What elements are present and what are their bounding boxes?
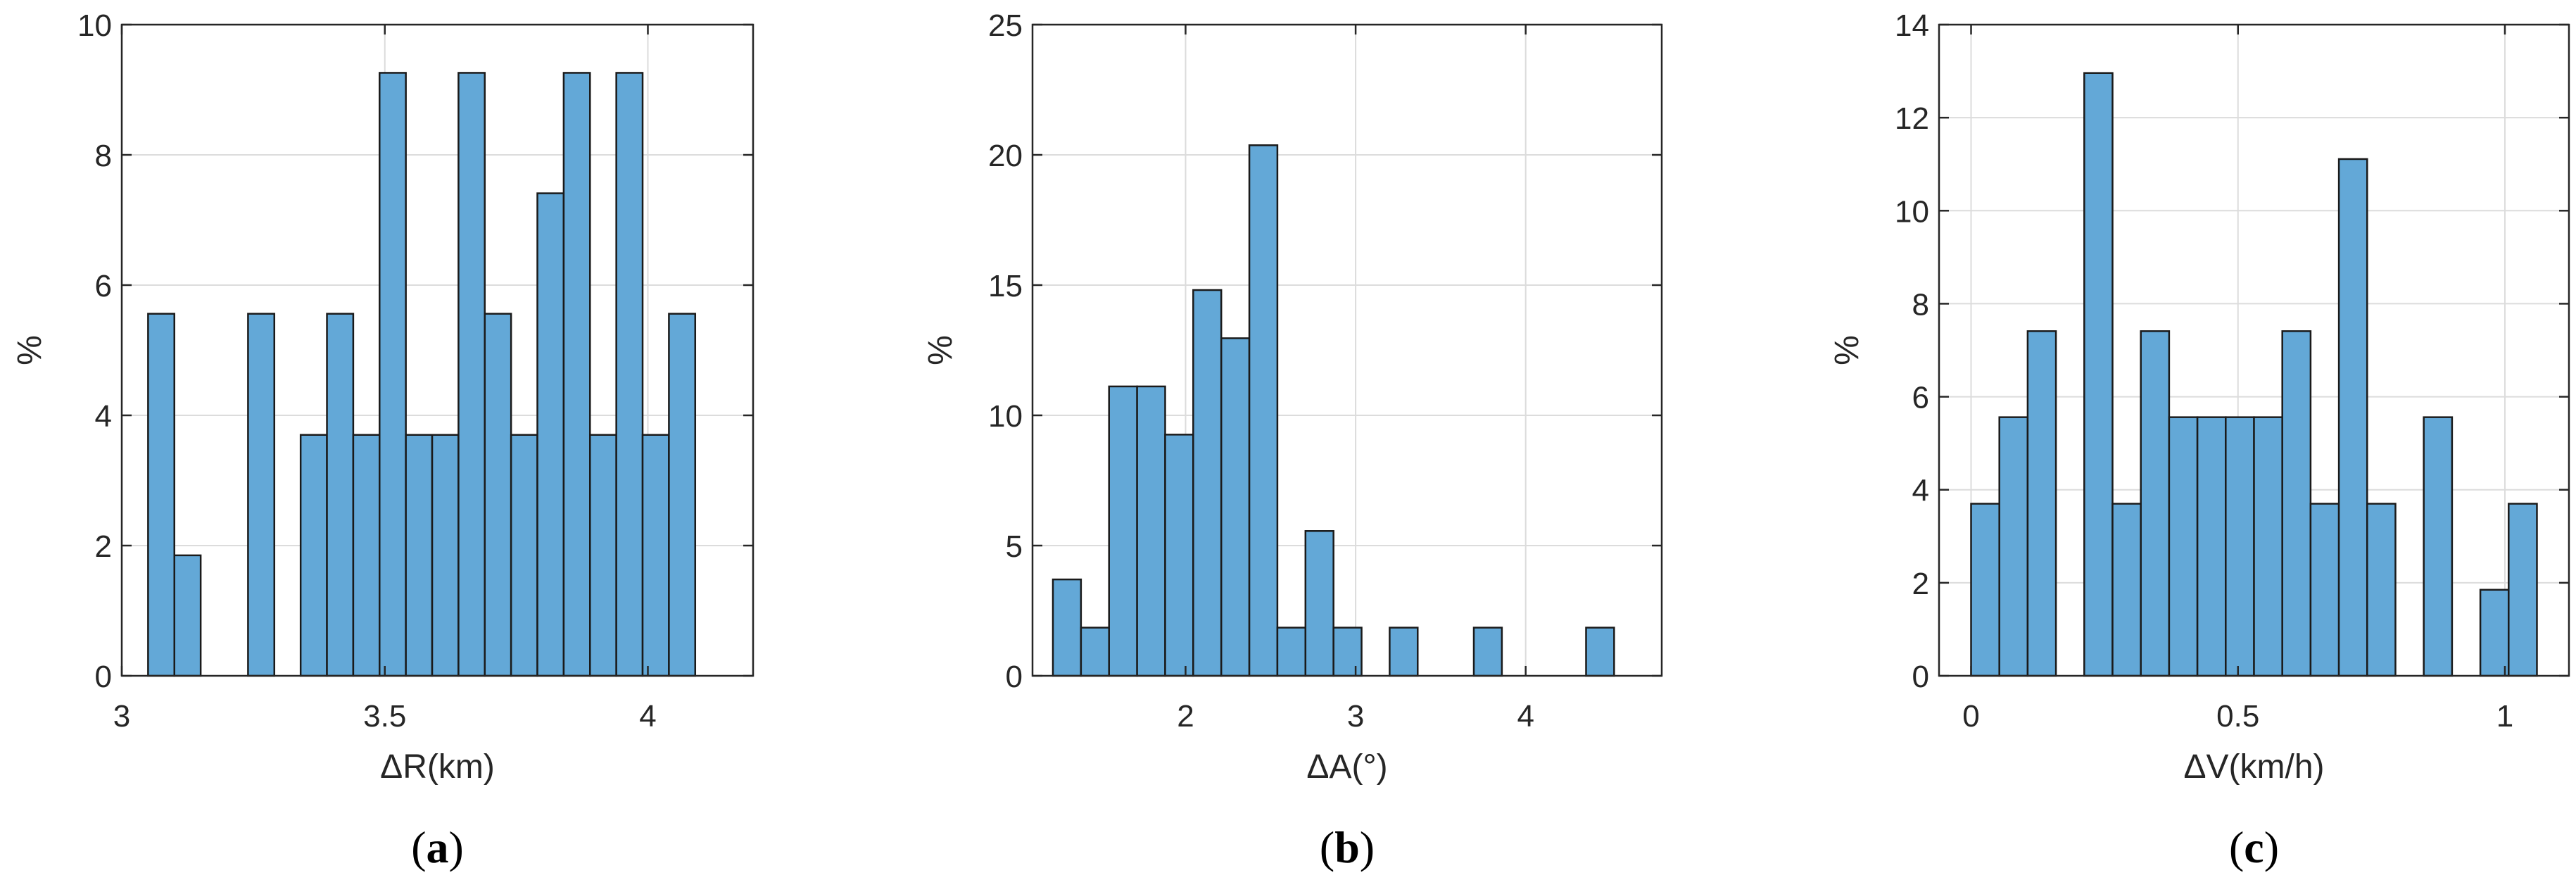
y-tick-label: 4 xyxy=(1912,474,1929,508)
histogram-bar xyxy=(1248,144,1279,677)
histogram-bar xyxy=(1108,385,1138,677)
panel-label: (b) xyxy=(1320,822,1375,872)
histogram-bar xyxy=(1998,416,2029,677)
histogram-bar xyxy=(668,313,697,677)
y-tick-label: 20 xyxy=(988,139,1023,173)
histogram-bar xyxy=(2026,330,2057,677)
x-tick-label: 2 xyxy=(1177,699,1194,734)
x-tick-label: 1 xyxy=(2496,699,2513,734)
y-tick-label: 10 xyxy=(988,399,1023,434)
x-tick-label: 3 xyxy=(113,699,130,734)
histogram-bar xyxy=(2508,503,2538,677)
histogram-bar xyxy=(2423,416,2454,677)
histogram-bar xyxy=(1585,627,1615,677)
panel-label: (a) xyxy=(411,822,464,872)
y-tick-label: 10 xyxy=(1895,194,1929,229)
histogram-bar xyxy=(2111,503,2142,677)
histogram-bar xyxy=(352,434,381,677)
panel-label: (c) xyxy=(2229,822,2279,872)
histogram-bar xyxy=(1389,627,1419,677)
y-tick-label: 5 xyxy=(1006,529,1023,564)
y-tick-label: 10 xyxy=(77,8,112,43)
histogram-bar xyxy=(2253,416,2283,677)
histogram-bar xyxy=(1332,627,1363,677)
x-tick-label: 3.5 xyxy=(363,699,406,734)
panel-a: 0 2 4 6 8 10 3 3.5 4 ΔR(km)% (a) xyxy=(11,8,755,872)
histogram-bar xyxy=(1080,627,1110,677)
histogram-bar xyxy=(326,313,355,677)
plot-frame xyxy=(1031,23,1663,677)
x-tick-label: 4 xyxy=(1517,699,1534,734)
y-tick-label: 2 xyxy=(95,529,112,564)
y-tick-label: 12 xyxy=(1895,101,1929,136)
y-tick-label: 4 xyxy=(95,399,112,434)
panel-b: 0 5 10 15 20 25 2 3 4 ΔA(°)% (b) xyxy=(922,8,1663,872)
histogram-bar xyxy=(173,554,202,677)
histogram-bar xyxy=(589,434,617,677)
x-axis-label: ΔR(km) xyxy=(380,748,495,786)
histogram-bar xyxy=(1136,385,1166,677)
y-tick-label: 0 xyxy=(1912,660,1929,694)
y-tick-label: 2 xyxy=(1912,567,1929,601)
y-tick-label: 8 xyxy=(95,139,112,173)
histogram-bar xyxy=(2168,416,2199,677)
x-axis-label: ΔV(km/h) xyxy=(2183,748,2324,786)
histogram-bar xyxy=(536,192,565,677)
histogram-bar xyxy=(1164,434,1194,677)
histogram-bar xyxy=(1052,578,1082,677)
y-axis-label: % xyxy=(922,335,959,365)
histogram-bar xyxy=(431,434,460,677)
histogram-bar xyxy=(379,72,407,677)
histogram-bar xyxy=(2083,72,2114,677)
histogram-bar xyxy=(405,434,434,677)
x-tick-label: 0.5 xyxy=(2216,699,2259,734)
x-tick-label: 0 xyxy=(1962,699,1979,734)
histogram-bar xyxy=(2337,158,2368,677)
x-axis-label: ΔA(°) xyxy=(1306,748,1387,786)
histogram-bar xyxy=(247,313,276,677)
plot-frame xyxy=(1938,23,2570,677)
histogram-bar xyxy=(1220,337,1251,677)
histogram-bar xyxy=(2196,416,2227,677)
histogram-bar xyxy=(1472,627,1503,677)
histogram-bar xyxy=(562,72,591,677)
histogram-bar xyxy=(147,313,175,677)
histogram-bar xyxy=(457,72,486,677)
histogram-bar xyxy=(1304,530,1334,677)
y-tick-label: 6 xyxy=(95,269,112,303)
histogram-bar xyxy=(2366,503,2397,677)
histogram-bar xyxy=(2479,589,2510,677)
histogram-bar xyxy=(1970,503,2000,677)
x-tick-label: 3 xyxy=(1347,699,1364,734)
y-axis-label: % xyxy=(1829,335,1866,365)
y-axis-label: % xyxy=(11,335,49,365)
histogram-bar xyxy=(1276,627,1307,677)
y-tick-label: 6 xyxy=(1912,381,1929,415)
x-tick-label: 4 xyxy=(639,699,656,734)
y-tick-label: 8 xyxy=(1912,287,1929,322)
y-tick-label: 15 xyxy=(988,269,1023,303)
histogram-bar xyxy=(615,72,644,677)
histogram-bar xyxy=(299,434,328,677)
histogram-bar xyxy=(510,434,538,677)
histogram-bar xyxy=(2140,330,2171,677)
y-tick-label: 0 xyxy=(1006,660,1023,694)
y-tick-label: 0 xyxy=(95,660,112,694)
histogram-bar xyxy=(1192,289,1223,677)
histogram-bar xyxy=(2309,503,2340,677)
histogram-bar xyxy=(2225,416,2255,677)
histogram-bar xyxy=(641,434,670,677)
y-tick-label: 14 xyxy=(1895,8,1929,43)
plot-frame xyxy=(120,23,755,677)
y-tick-label: 25 xyxy=(988,8,1023,43)
panel-c: 0 2 4 6 8 10 12 14 0 0.5 1 ΔV(km/h)% (c) xyxy=(1829,8,2570,872)
histogram-bar xyxy=(2281,330,2312,677)
histogram-bar xyxy=(484,313,512,677)
